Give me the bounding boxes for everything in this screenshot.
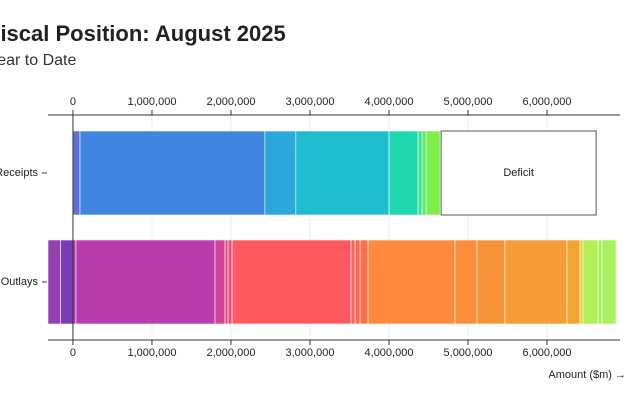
- bar-segment: [214, 239, 226, 325]
- bar-segment: [417, 130, 423, 216]
- bar-segment: [597, 239, 603, 325]
- bar-segment: [60, 239, 74, 325]
- bar-segment: [227, 239, 233, 325]
- bar-segment: [72, 130, 81, 216]
- bar-segment: [582, 239, 599, 325]
- x-tick-label: 2,000,000: [207, 96, 256, 108]
- x-tick-label: 5,000,000: [444, 347, 493, 359]
- bar-segment: [264, 130, 297, 216]
- x-tick-label: 6,000,000: [523, 96, 572, 108]
- bar-segment: [79, 130, 266, 216]
- bar-segment: [454, 239, 478, 325]
- chart-title: Fiscal Position: August 2025: [0, 21, 286, 46]
- bar-segment: [476, 239, 506, 325]
- x-tick-label: 1,000,000: [128, 347, 177, 359]
- chart-subtitle: Year to Date: [0, 52, 76, 69]
- bar-segment: [421, 130, 427, 216]
- x-tick-label: 1,000,000: [128, 96, 177, 108]
- bar-segment: [601, 239, 617, 325]
- x-axis-label: Amount ($m) →: [548, 369, 626, 381]
- x-tick-label: 0: [70, 347, 76, 359]
- bar-segment: [231, 239, 352, 325]
- bar-segment: [350, 239, 356, 325]
- bar-segment: [359, 239, 369, 325]
- bar-segment: [504, 239, 568, 325]
- deficit-box: [440, 130, 597, 216]
- x-tick-label: 6,000,000: [523, 347, 572, 359]
- bar-segment: [354, 239, 361, 325]
- y-tick-label: Receipts: [0, 167, 39, 179]
- x-tick-label: 3,000,000: [286, 96, 335, 108]
- x-tick-label: 4,000,000: [365, 96, 414, 108]
- bar-segment: [47, 239, 61, 325]
- x-tick-label: 5,000,000: [444, 96, 493, 108]
- bar-segment: [367, 239, 456, 325]
- bar-segment: [224, 239, 229, 325]
- x-tick-label: 0: [70, 96, 76, 108]
- bar-segment: [579, 239, 584, 325]
- x-tick-label: 3,000,000: [286, 347, 335, 359]
- deficit-label: Deficit: [503, 167, 534, 179]
- x-tick-label: 2,000,000: [207, 347, 256, 359]
- bar-segment: [75, 239, 216, 325]
- bar-segment: [388, 130, 419, 216]
- x-tick-label: 4,000,000: [365, 347, 414, 359]
- bar-segment: [425, 130, 441, 216]
- bar-segment: [566, 239, 581, 325]
- bar-segment: [295, 130, 390, 216]
- y-tick-label: Outlays: [1, 276, 39, 288]
